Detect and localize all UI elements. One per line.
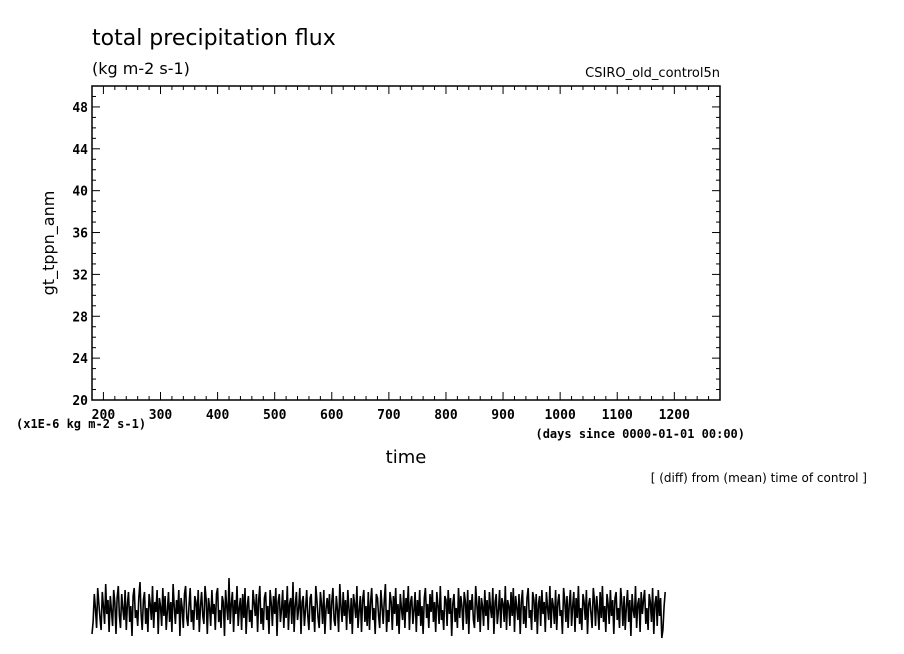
x-tick-label: 1100 (602, 408, 633, 423)
x-tick-label: 1000 (544, 408, 575, 423)
y-tick-label: 36 (72, 227, 88, 242)
x-tick-label: 200 (92, 408, 116, 423)
x-tick-label: 1200 (659, 408, 690, 423)
x-tick-label: 300 (149, 408, 173, 423)
x-tick-label: 400 (206, 408, 230, 423)
comparison-note: [ (diff) from (mean) time of control ] (651, 471, 867, 485)
x-tick-label: 900 (491, 408, 515, 423)
x-tick-label: 800 (434, 408, 458, 423)
y-tick-label: 44 (72, 143, 88, 158)
x-axis-label: time (386, 447, 427, 468)
y-tick-label: 32 (72, 268, 88, 283)
y-tick-label: 24 (72, 352, 88, 367)
y-tick-label: 20 (72, 394, 88, 409)
x-axis-units: (days since 0000-01-01 00:00) (535, 427, 745, 441)
plot-frame (91, 85, 721, 401)
x-axis-ticks: 200 300 400 500 600 700 800 900 1000 1100 1200 (91, 86, 721, 423)
y-axis-label: gt_tppn_anm (39, 191, 59, 296)
y-axis-ticks: 20 24 28 32 36 40 44 48 (72, 85, 720, 409)
y-axis-units: (x1E-6 kg m-2 s-1) (16, 417, 146, 431)
x-tick-label: 600 (320, 408, 344, 423)
chart-subtitle: (kg m-2 s-1) (92, 59, 190, 78)
series-line (91, 577, 666, 639)
dataset-label: CSIRO_old_control5n (585, 66, 720, 81)
chart-title: total precipitation flux (92, 26, 336, 51)
y-tick-label: 28 (72, 310, 88, 325)
x-tick-label: 500 (263, 408, 287, 423)
x-tick-label: 700 (377, 408, 401, 423)
y-tick-label: 48 (72, 101, 88, 116)
y-tick-label: 40 (72, 185, 88, 200)
